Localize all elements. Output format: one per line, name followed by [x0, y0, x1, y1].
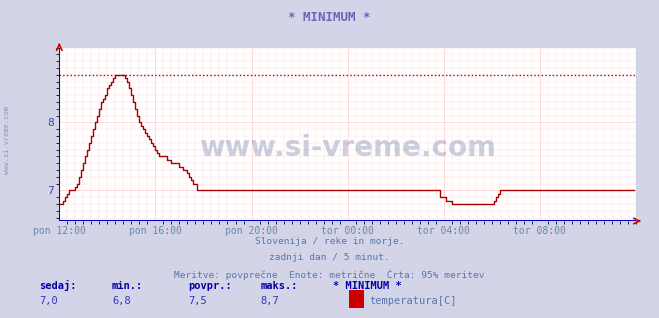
Text: povpr.:: povpr.: [188, 281, 231, 291]
Text: sedaj:: sedaj: [40, 280, 77, 291]
Text: 7,5: 7,5 [188, 296, 206, 306]
Text: 7,0: 7,0 [40, 296, 58, 306]
Text: * MINIMUM *: * MINIMUM * [288, 11, 371, 24]
Text: min.:: min.: [112, 281, 143, 291]
Text: 8,7: 8,7 [260, 296, 279, 306]
Text: maks.:: maks.: [260, 281, 298, 291]
Text: Meritve: povprečne  Enote: metrične  Črta: 95% meritev: Meritve: povprečne Enote: metrične Črta:… [174, 270, 485, 280]
Text: temperatura[C]: temperatura[C] [369, 296, 457, 306]
Text: www.si-vreme.com: www.si-vreme.com [4, 106, 11, 174]
Text: Slovenija / reke in morje.: Slovenija / reke in morje. [255, 237, 404, 246]
Text: www.si-vreme.com: www.si-vreme.com [199, 134, 496, 162]
Text: 6,8: 6,8 [112, 296, 130, 306]
Text: * MINIMUM *: * MINIMUM * [333, 281, 401, 291]
Text: zadnji dan / 5 minut.: zadnji dan / 5 minut. [269, 253, 390, 262]
